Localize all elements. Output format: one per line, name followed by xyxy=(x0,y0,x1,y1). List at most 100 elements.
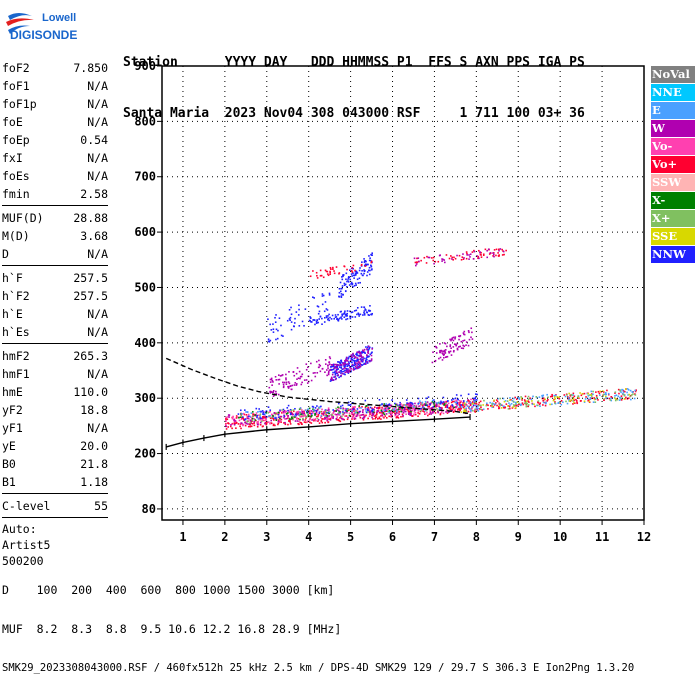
echo-point xyxy=(558,397,560,400)
echo-point xyxy=(290,412,292,414)
echo-point xyxy=(365,309,367,311)
echo-point xyxy=(343,366,346,369)
echo-point xyxy=(358,415,361,417)
echo-point xyxy=(338,366,341,368)
echo-point xyxy=(346,418,349,421)
echo-point xyxy=(417,402,420,405)
echo-point xyxy=(272,323,274,325)
divider xyxy=(2,265,108,266)
echo-point xyxy=(363,311,365,314)
echo-point xyxy=(254,414,257,416)
echo-point xyxy=(383,413,386,416)
echo-point xyxy=(537,402,540,404)
echo-point xyxy=(542,404,544,406)
echo-point xyxy=(376,418,379,420)
echo-point xyxy=(344,365,347,367)
echo-point xyxy=(366,407,369,410)
echo-point xyxy=(258,408,260,410)
echo-point xyxy=(334,374,337,376)
echo-point xyxy=(363,269,366,272)
echo-point xyxy=(394,414,397,417)
echo-point xyxy=(625,396,627,399)
echo-point xyxy=(287,417,289,420)
echo-point xyxy=(547,398,549,401)
echo-point xyxy=(590,393,593,395)
echo-point xyxy=(439,412,442,415)
echo-point xyxy=(300,415,302,418)
echo-point xyxy=(274,417,276,420)
echo-point xyxy=(328,361,330,364)
echo-point xyxy=(383,403,386,405)
echo-point xyxy=(527,404,530,406)
echo-point xyxy=(273,416,276,419)
echo-point xyxy=(338,410,340,412)
echo-point xyxy=(565,400,567,403)
echo-point xyxy=(622,391,625,393)
echo-point xyxy=(351,361,353,364)
echo-point xyxy=(493,253,495,256)
echo-point xyxy=(309,275,312,278)
echo-point xyxy=(287,381,290,383)
echo-point xyxy=(365,263,367,266)
echo-point xyxy=(285,412,288,415)
echo-point xyxy=(402,411,405,414)
echo-point xyxy=(576,402,579,405)
legend-item: NoVal xyxy=(651,66,695,83)
echo-point xyxy=(357,282,360,284)
echo-point xyxy=(251,418,253,421)
echo-point xyxy=(343,282,346,285)
echo-point xyxy=(295,384,298,386)
echo-point xyxy=(443,342,446,344)
echo-point xyxy=(329,266,332,269)
echo-point xyxy=(426,403,428,406)
echo-point xyxy=(260,410,262,413)
echo-point xyxy=(365,405,368,407)
echo-point xyxy=(363,258,365,260)
echo-point xyxy=(332,417,334,420)
echo-point xyxy=(301,373,304,376)
echo-point xyxy=(308,407,311,410)
echo-point xyxy=(326,416,328,419)
echo-point xyxy=(337,319,340,322)
echo-point xyxy=(498,405,501,407)
echo-point xyxy=(345,358,347,361)
echo-point xyxy=(462,258,465,260)
echo-point xyxy=(346,356,348,359)
echo-point xyxy=(290,413,293,416)
echo-point xyxy=(472,397,475,400)
echo-point xyxy=(405,404,407,407)
echo-point xyxy=(564,395,567,398)
echo-point xyxy=(337,361,339,363)
echo-point xyxy=(243,413,246,416)
echo-point xyxy=(440,400,442,403)
echo-point xyxy=(289,385,292,387)
echo-point xyxy=(359,354,362,356)
echo-point xyxy=(313,297,316,299)
plot-grid xyxy=(162,65,645,520)
echo-point xyxy=(481,409,484,411)
echo-point xyxy=(467,344,470,347)
echo-point xyxy=(356,307,359,309)
echo-point xyxy=(568,398,570,401)
echo-point xyxy=(425,409,428,412)
echo-point xyxy=(388,403,391,405)
echo-point xyxy=(347,404,350,406)
echo-point xyxy=(280,418,283,421)
echo-point xyxy=(378,398,381,401)
echo-point xyxy=(454,409,456,411)
echo-point xyxy=(590,397,593,400)
echo-point xyxy=(268,411,271,413)
echo-point xyxy=(603,399,605,401)
echo-point xyxy=(325,363,327,365)
echo-point xyxy=(363,269,365,271)
echo-point xyxy=(439,407,442,409)
param-group-profile: hmF2 265.3 hmF1 N/A hmE 110.0 yF2 18.8 yF1 N/A yE 2… xyxy=(2,347,108,491)
echo-point xyxy=(281,374,284,376)
echo-point xyxy=(516,401,519,403)
echo-point xyxy=(551,393,553,396)
echo-point xyxy=(315,419,317,422)
echo-point xyxy=(470,398,472,401)
param-row: B1 1.18 xyxy=(2,473,108,491)
echo-point xyxy=(320,274,323,277)
echo-point xyxy=(239,409,242,412)
